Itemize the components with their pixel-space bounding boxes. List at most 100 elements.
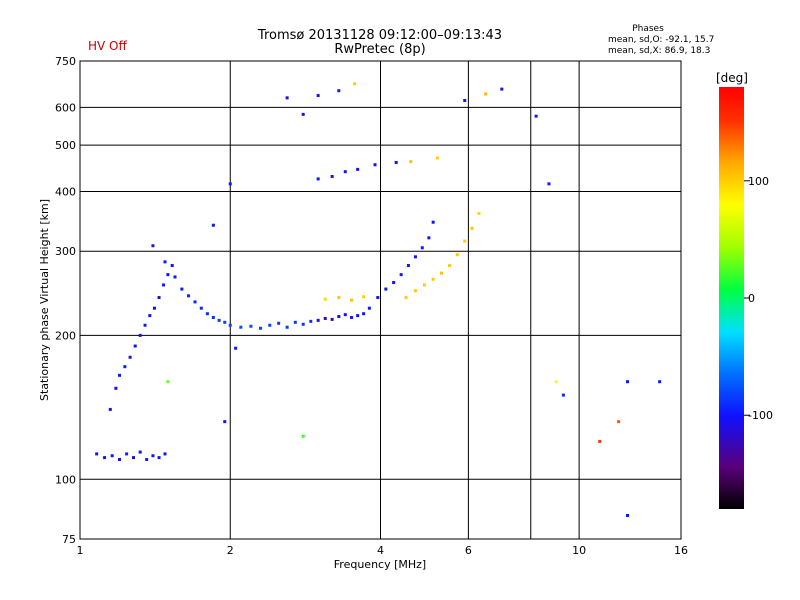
data-point (293, 320, 297, 324)
data-point (413, 289, 417, 293)
colorbar-ticks: -100 0 100 (744, 175, 773, 422)
data-point (133, 344, 137, 348)
data-point (343, 170, 347, 174)
data-point (301, 434, 305, 438)
data-point (205, 312, 209, 316)
data-point (151, 244, 155, 248)
x-tick-label: 6 (465, 544, 472, 557)
data-point (413, 255, 417, 259)
data-point (367, 306, 371, 310)
data-point (234, 346, 238, 350)
data-point (422, 283, 426, 287)
data-point (598, 439, 602, 443)
data-point (431, 277, 435, 281)
colorbar-label: [deg] (716, 71, 748, 85)
data-point (463, 99, 467, 103)
data-point (373, 163, 377, 167)
x-axis-label: Frequency [MHz] (334, 558, 426, 571)
data-point (658, 380, 662, 384)
x-tick-label: 2 (227, 544, 234, 557)
data-point (118, 373, 122, 377)
data-point (180, 287, 184, 291)
data-point (534, 114, 538, 118)
data-point (356, 314, 360, 318)
status-label: HV Off (88, 39, 127, 53)
data-point (392, 281, 396, 285)
data-point (362, 295, 366, 299)
data-point (162, 283, 166, 287)
data-point (420, 246, 424, 250)
data-point (132, 456, 136, 460)
data-point (427, 236, 431, 240)
data-point (163, 260, 167, 264)
data-point (431, 220, 435, 224)
data-point (455, 253, 459, 257)
data-point (157, 456, 161, 460)
data-point (223, 420, 227, 424)
data-point (128, 355, 132, 359)
data-point (330, 317, 334, 321)
data-point (547, 182, 551, 186)
data-point (625, 513, 629, 517)
data-point (228, 323, 232, 327)
data-point (211, 315, 215, 319)
data-point (108, 407, 112, 411)
data-point (330, 174, 334, 178)
data-point (554, 380, 558, 384)
data-point (484, 92, 488, 96)
data-point (125, 452, 129, 456)
data-point (145, 457, 149, 461)
data-point (337, 296, 341, 300)
y-tick-label: 300 (55, 245, 76, 258)
data-point (277, 321, 281, 325)
data-point (409, 160, 413, 164)
data-point (350, 298, 354, 302)
data-point (95, 452, 99, 456)
data-point (561, 393, 565, 397)
data-point (316, 318, 320, 322)
data-point (309, 319, 313, 323)
data-point (625, 380, 629, 384)
data-point (259, 326, 263, 330)
data-point (337, 315, 341, 319)
y-tick-label: 500 (55, 139, 76, 152)
colorbar-tick-label: 100 (748, 175, 769, 188)
y-tick-label: 200 (55, 329, 76, 342)
data-point (404, 296, 408, 300)
data-point (163, 452, 167, 456)
data-point (152, 306, 156, 310)
data-point (323, 297, 327, 301)
data-point (448, 264, 452, 268)
data-point (166, 273, 170, 277)
phases-o-stats: mean, sd,O: -92.1, 15.7 (608, 35, 714, 45)
data-point (285, 325, 289, 329)
data-point (143, 323, 147, 327)
data-point (223, 320, 227, 324)
data-point (301, 322, 305, 326)
data-point (187, 294, 191, 298)
data-point (228, 182, 232, 186)
data-point (301, 112, 305, 116)
data-point (110, 454, 114, 458)
data-points (95, 82, 662, 517)
data-point (138, 450, 142, 454)
y-tick-label: 400 (55, 185, 76, 198)
data-point (268, 323, 272, 327)
data-point (148, 314, 152, 318)
x-tick-label: 1 (77, 544, 84, 557)
data-point (376, 296, 380, 300)
data-point (470, 226, 474, 230)
grid-lines (80, 61, 681, 539)
data-point (356, 167, 360, 171)
y-tick-label: 75 (62, 533, 76, 546)
colorbar (719, 87, 744, 509)
data-point (249, 324, 253, 328)
data-point (435, 156, 439, 160)
data-point (440, 271, 444, 275)
data-point (350, 315, 354, 319)
data-point (477, 211, 481, 215)
data-point (211, 223, 215, 227)
data-point (217, 318, 221, 322)
data-point (463, 239, 467, 243)
